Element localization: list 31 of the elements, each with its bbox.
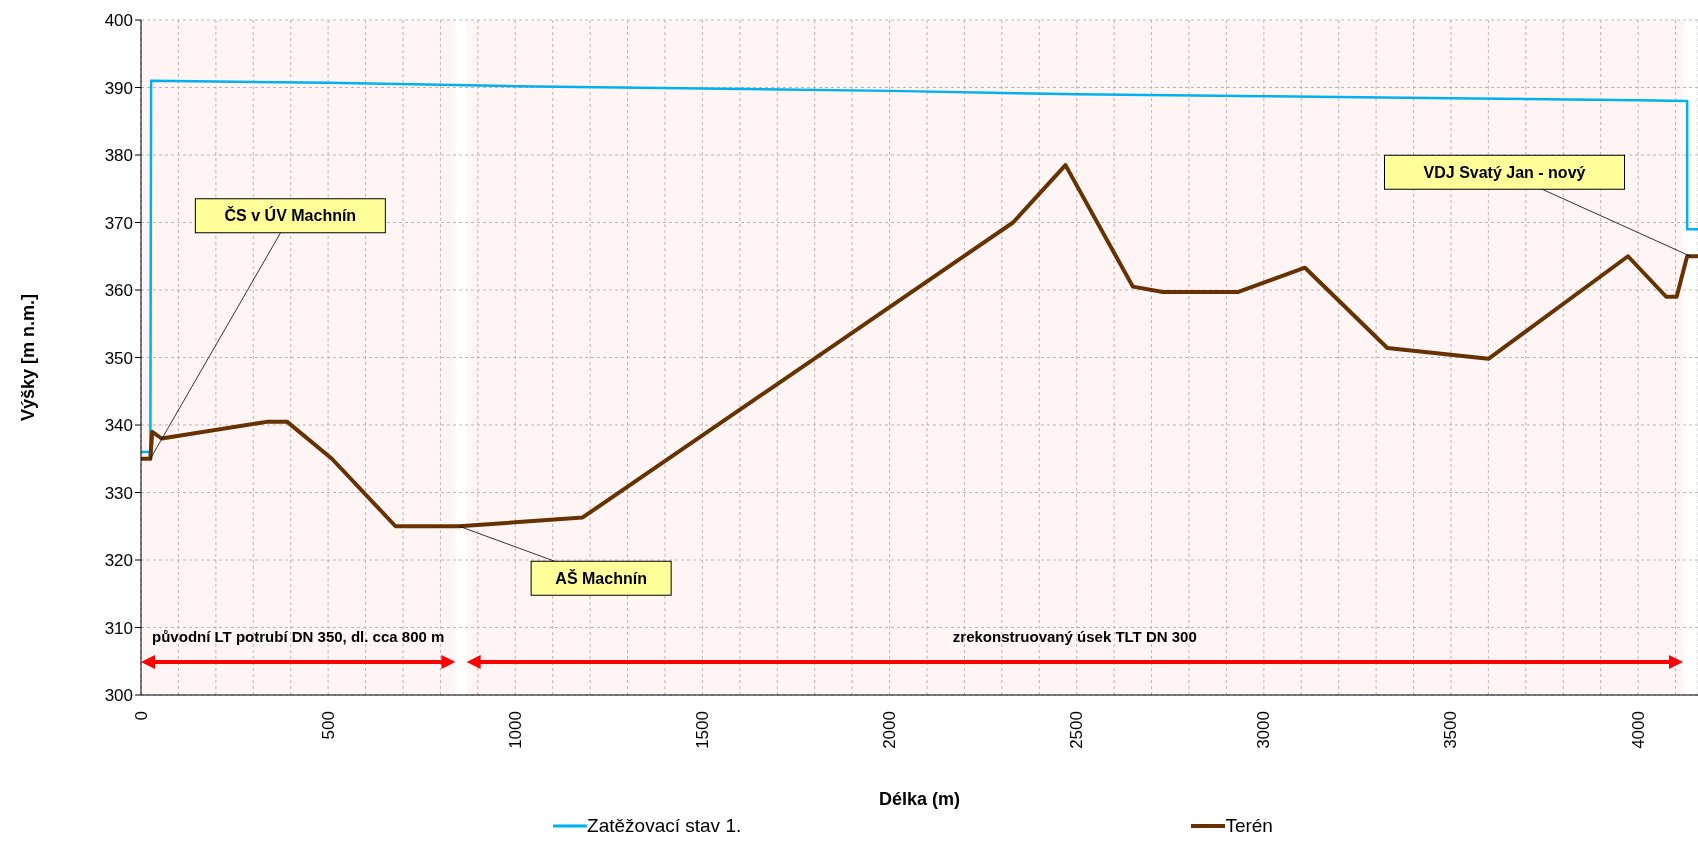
x-tick-label: 2500 [1067,711,1087,749]
x-tick-label: 1000 [505,711,525,749]
y-tick-label: 350 [104,348,133,368]
band-label: původní LT potrubí DN 350, dl. cca 800 m [152,628,445,645]
x-tick-label: 4000 [1628,711,1648,749]
x-tick-label: 500 [318,711,338,740]
line-series [141,163,1698,529]
y-tick-label: 330 [104,483,133,503]
y-tick-label: 390 [104,78,133,98]
legend-label: Terén [1225,815,1273,837]
band-label: zrekonstruovaný úsek TLT DN 300 [952,628,1197,645]
x-axis-title: Délka (m) [878,789,961,809]
y-tick-label: 340 [104,416,133,436]
y-tick-label: 300 [104,686,133,706]
y-tick-label: 310 [104,618,133,638]
legend-label: Zatěžovací stav 1. [587,815,742,837]
x-tick-label: 1500 [692,711,712,749]
line-series [141,79,1698,454]
x-tick-label: 3500 [1441,711,1461,749]
y-tick-label: 320 [104,551,133,571]
x-tick-label: 3000 [1254,711,1274,749]
x-tick-label: 2000 [880,711,900,749]
annotation: AŠ Machnín [555,568,647,587]
y-tick-label: 380 [104,146,133,166]
y-axis-title: Výšky [m n.m.] [18,293,39,422]
y-tick-label: 370 [104,213,133,233]
x-tick-label: 0 [131,711,151,721]
y-tick-label: 400 [104,11,133,31]
y-tick-label: 360 [104,281,133,301]
annotation: ČS v ÚV Machnín [224,206,357,225]
annotation: VDJ Svatý Jan - nový [1423,163,1586,181]
